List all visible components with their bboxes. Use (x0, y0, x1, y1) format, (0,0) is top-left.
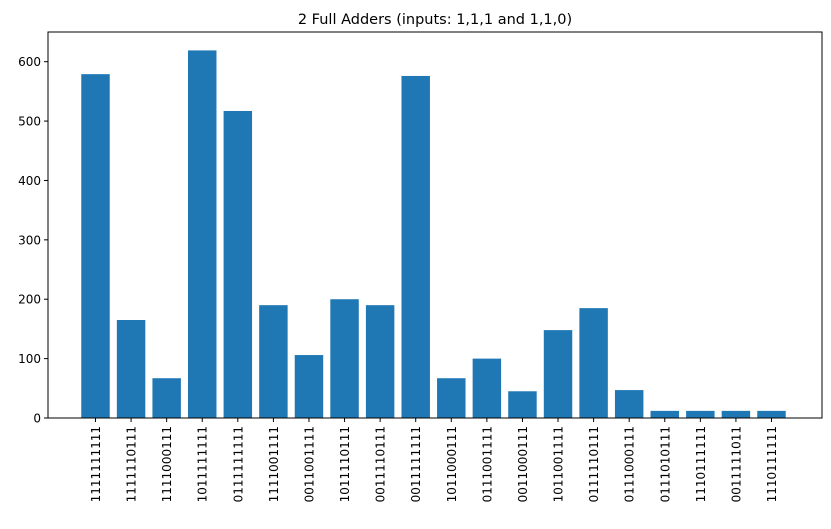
bar-0011001111 (294, 355, 324, 418)
x-tick-label: 0011000111 (516, 426, 530, 502)
x-tick-label: 1111001111 (267, 426, 281, 502)
x-axis: 1111111111 1111110111 1111000111 1011111111… (89, 418, 779, 502)
bar-0111001111 (472, 358, 502, 418)
x-tick-label: 0011111111 (409, 426, 423, 502)
y-tick-label: 400 (18, 174, 41, 188)
bars (81, 50, 786, 419)
x-tick-label: 1110111111 (694, 426, 708, 502)
x-tick-label: 0011001111 (302, 426, 316, 502)
x-tick-label: 0111000111 (623, 426, 637, 502)
bar-0011111111 (401, 75, 430, 419)
x-tick-label: 1111111111 (89, 426, 103, 502)
x-tick-label: 1011110111 (338, 426, 352, 502)
bar-1011000111 (437, 378, 466, 418)
bar-0111111111 (223, 110, 253, 418)
bar-1111001111 (259, 305, 288, 418)
bar-1111110111 (116, 320, 146, 418)
x-tick-label: 1011111111 (196, 426, 210, 502)
bar-1111111111 (81, 74, 110, 418)
bar-0111000111 (614, 390, 644, 418)
bar-1011001111 (543, 330, 573, 418)
y-tick-label: 500 (18, 115, 41, 129)
bar-0111110111 (579, 308, 608, 418)
x-tick-label: 0111010111 (658, 426, 672, 502)
x-tick-label: 1011001111 (552, 426, 566, 502)
y-tick-label: 600 (18, 55, 41, 69)
bar-0011000111 (508, 391, 537, 418)
bar-0011110111 (365, 305, 395, 418)
x-tick-label: 0111001111 (480, 426, 494, 502)
x-tick-label: 1111000111 (160, 426, 174, 502)
bar-0011111011 (721, 410, 751, 418)
x-tick-label: 1111110111 (125, 426, 139, 502)
x-tick-label: 1011000111 (445, 426, 459, 502)
bar-1110111111 (686, 410, 715, 418)
bar-1011111111 (188, 50, 217, 418)
bar-1011110111 (330, 299, 359, 418)
x-tick-label: 0011110111 (374, 426, 388, 502)
y-axis: 0 100 200 300 400 500 600 (18, 55, 48, 426)
y-tick-label: 0 (33, 412, 41, 426)
y-tick-label: 100 (18, 352, 41, 366)
plot-frame (47, 31, 823, 419)
bar-1111000111 (152, 378, 181, 418)
y-tick-label: 200 (18, 293, 41, 307)
x-tick-label: 0011111011 (729, 426, 743, 502)
x-tick-label: 0111111111 (231, 426, 245, 502)
y-tick-label: 300 (18, 233, 41, 247)
x-tick-label: 1110111111 (765, 426, 779, 502)
bar-1110111111 (757, 410, 786, 418)
x-tick-label: 0111110111 (587, 426, 601, 502)
chart-title: 2 Full Adders (inputs: 1,1,1 and 1,1,0) (298, 12, 572, 28)
bar-0111010111 (650, 410, 679, 418)
